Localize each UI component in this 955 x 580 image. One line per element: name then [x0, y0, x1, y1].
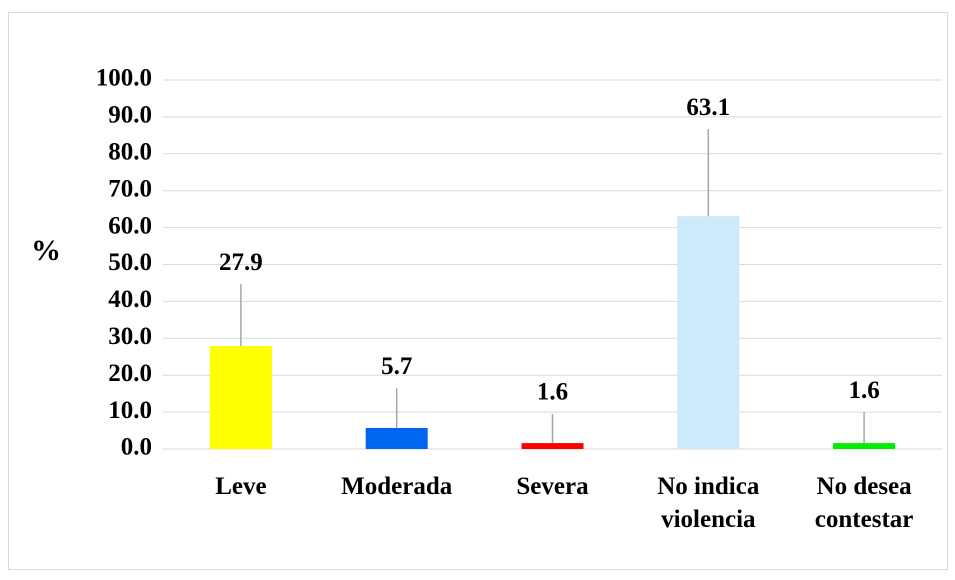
- y-tick-label: 90.0: [108, 102, 152, 129]
- x-tick-label: No desea contestar: [815, 473, 914, 533]
- x-tick-line: Severa: [516, 473, 589, 500]
- x-tick-label: Moderada: [341, 473, 453, 500]
- data-label: 5.7: [381, 353, 412, 380]
- y-tick-label: 50.0: [108, 249, 152, 276]
- x-tick-line: No indica: [657, 473, 760, 500]
- bar: [677, 216, 740, 449]
- data-label: 1.6: [537, 379, 568, 406]
- y-tick-label: 80.0: [108, 139, 152, 166]
- y-tick-label: 20.0: [108, 360, 152, 387]
- chart-frame: [8, 12, 948, 570]
- y-tick-label: 0.0: [121, 434, 152, 461]
- bar: [209, 346, 272, 449]
- data-label: 1.6: [848, 377, 879, 404]
- x-tick-line: Leve: [215, 473, 266, 500]
- bar: [521, 443, 584, 449]
- y-axis-label: %: [31, 234, 61, 267]
- x-tick-label: Leve: [215, 473, 266, 500]
- x-tick-line: contestar: [815, 506, 914, 533]
- x-tick-label: No indica violencia: [657, 473, 760, 533]
- data-label: 27.9: [219, 249, 263, 276]
- y-tick-label: 10.0: [108, 397, 152, 424]
- y-tick-label: 30.0: [108, 323, 152, 350]
- bar: [365, 427, 428, 449]
- x-tick-line: No desea: [817, 473, 913, 500]
- data-label: 63.1: [686, 94, 730, 121]
- y-tick-label: 40.0: [108, 286, 152, 313]
- y-tick-label: 70.0: [108, 175, 152, 202]
- y-tick-label: 100.0: [96, 65, 152, 92]
- x-tick-line: violencia: [661, 506, 756, 533]
- x-tick-label: Severa: [516, 473, 589, 500]
- bar: [833, 443, 896, 449]
- y-tick-label: 60.0: [108, 212, 152, 239]
- x-tick-line: Moderada: [341, 473, 453, 500]
